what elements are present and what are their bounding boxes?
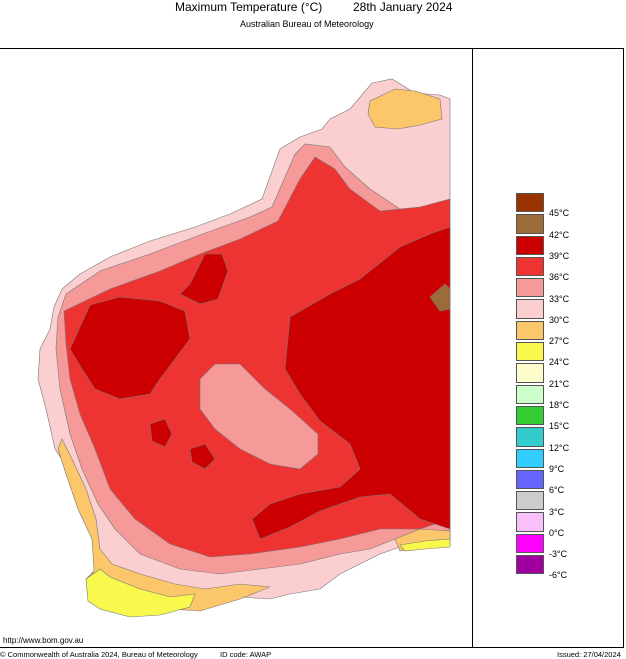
- legend-label: 33°C: [549, 293, 570, 304]
- legend-label: 42°C: [549, 229, 570, 240]
- region-24-27-southeast: [399, 538, 451, 552]
- legend-label: 36°C: [549, 272, 570, 283]
- region-39-42-west: [69, 296, 191, 400]
- legend-swatch: [516, 214, 544, 234]
- legend-label: 27°C: [549, 336, 570, 347]
- legend-label: 9°C: [549, 463, 565, 474]
- title-date: 28th January 2024: [353, 0, 453, 14]
- legend-swatch: [516, 405, 544, 426]
- region-27-30-southwest: [57, 438, 271, 612]
- legend-swatch: [516, 299, 544, 319]
- legend-swatch: [516, 555, 544, 575]
- legend-label: 24°C: [549, 357, 570, 368]
- legend-swatches: [516, 193, 544, 576]
- map-frame: [0, 48, 624, 648]
- temperature-map: [37, 78, 451, 618]
- bom-url[interactable]: http://www.bom.gov.au: [3, 636, 84, 645]
- region-24-27-southwest: [85, 568, 196, 618]
- legend-label: 6°C: [549, 485, 565, 496]
- region-27-30-north: [367, 88, 443, 130]
- legend-swatch: [516, 363, 544, 383]
- legend-label: 0°C: [549, 527, 565, 538]
- region-33-36-central: [199, 363, 319, 470]
- legend-label: 45°C: [549, 208, 570, 219]
- legend-swatch: [516, 384, 544, 404]
- legend-label: 39°C: [549, 250, 570, 261]
- region-42-45-patch: [429, 283, 451, 312]
- legend-label: -6°C: [549, 570, 568, 581]
- legend-swatch: [516, 193, 544, 213]
- legend-swatch: [516, 235, 544, 255]
- legend-swatch: [516, 491, 544, 511]
- legend-label: 15°C: [549, 421, 570, 432]
- legend-swatch: [516, 512, 544, 532]
- legend-swatch: [516, 256, 544, 277]
- chart-title: Maximum Temperature (°C) 28th January 20…: [0, 0, 626, 16]
- legend-swatch: [516, 278, 544, 298]
- legend-swatch: [516, 469, 544, 490]
- region-39-42-patch-b: [149, 418, 173, 448]
- region-39-42-patch-a: [179, 253, 229, 305]
- legend-label: -3°C: [549, 549, 568, 560]
- legend-swatch: [516, 427, 544, 447]
- footer-id-code: ID code: AWAP: [220, 650, 272, 659]
- footer-copyright: © Commonwealth of Australia 2024, Bureau…: [0, 650, 198, 659]
- panel-divider: [472, 48, 473, 648]
- region-39-42-east: [251, 226, 451, 540]
- legend-swatch: [516, 448, 544, 468]
- legend-label: 30°C: [549, 314, 570, 325]
- title-main: Maximum Temperature (°C): [175, 0, 323, 14]
- legend-label: 3°C: [549, 506, 565, 517]
- legend-swatch: [516, 320, 544, 341]
- footer-issued: Issued: 27/04/2024: [557, 650, 621, 659]
- legend-label: 12°C: [549, 442, 570, 453]
- legend-swatch: [516, 342, 544, 362]
- legend-swatch: [516, 533, 544, 554]
- region-39-42-patch-c: [189, 443, 216, 470]
- legend-label: 18°C: [549, 400, 570, 410]
- legend-label: 21°C: [549, 378, 570, 389]
- subtitle: Australian Bureau of Meteorology: [240, 19, 374, 29]
